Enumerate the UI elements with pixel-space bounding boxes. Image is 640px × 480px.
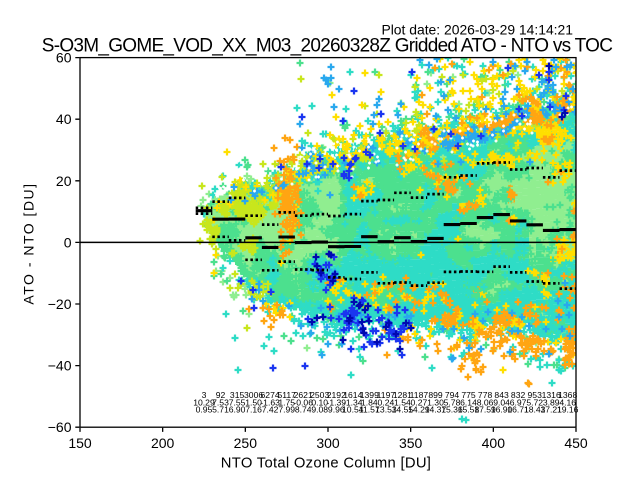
svg-text:7.16: 7.16 [245,405,262,415]
svg-text:9.96: 9.96 [328,405,345,415]
svg-text:−40: −40 [48,358,72,374]
svg-text:15.36: 15.36 [441,405,463,415]
svg-text:3006: 3006 [244,390,263,400]
svg-text:5.72: 5.72 [526,397,543,407]
svg-text:Plot date: 2026-03-29 14:14:21: Plot date: 2026-03-29 14:14:21 [381,22,573,38]
svg-text:NTO Total Ozone Column [DU]: NTO Total Ozone Column [DU] [221,456,431,472]
svg-text:13.53: 13.53 [375,405,397,415]
svg-text:6.90: 6.90 [229,405,246,415]
svg-text:3.89: 3.89 [543,397,560,407]
svg-text:7.42: 7.42 [262,405,279,415]
svg-text:18.43: 18.43 [524,405,546,415]
svg-text:-0.06: -0.06 [293,397,313,407]
svg-text:-1.34: -1.34 [343,397,363,407]
svg-text:953: 953 [528,390,543,400]
svg-text:0: 0 [64,234,72,250]
svg-text:−60: −60 [48,419,72,435]
svg-text:60: 60 [56,50,72,66]
svg-text:−20: −20 [48,296,72,312]
svg-text:1316: 1316 [542,390,561,400]
svg-text:1614: 1614 [343,390,362,400]
svg-text:832: 832 [511,390,526,400]
svg-text:8.06: 8.06 [477,397,494,407]
svg-text:843: 843 [494,390,509,400]
svg-text:2621: 2621 [294,390,313,400]
svg-text:794: 794 [445,390,460,400]
svg-text:300: 300 [316,435,340,451]
svg-text:1.30: 1.30 [427,397,444,407]
svg-text:92: 92 [216,390,226,400]
svg-text:2503: 2503 [310,390,329,400]
svg-text:40: 40 [56,111,72,127]
svg-text:17.21: 17.21 [540,405,562,415]
svg-text:1368: 1368 [558,390,577,400]
svg-text:5117: 5117 [277,390,296,400]
svg-text:1.54: 1.54 [394,397,411,407]
svg-text:899: 899 [428,390,443,400]
svg-text:14.29: 14.29 [408,405,430,415]
svg-text:14.55: 14.55 [392,405,414,415]
svg-text:17.59: 17.59 [474,405,496,415]
svg-text:7.53: 7.53 [212,397,229,407]
svg-text:1281: 1281 [393,390,412,400]
svg-text:778: 778 [478,390,493,400]
svg-text:1.50: 1.50 [245,397,262,407]
svg-text:ATO - NTO [DU]: ATO - NTO [DU] [21,182,37,304]
svg-text:6.97: 6.97 [510,397,527,407]
svg-text:4.16: 4.16 [559,397,576,407]
svg-text:1.84: 1.84 [361,397,378,407]
svg-text:20: 20 [56,173,72,189]
svg-text:775: 775 [461,390,476,400]
svg-text:-1.63: -1.63 [260,397,280,407]
svg-text:0.95: 0.95 [196,405,213,415]
svg-text:7.55: 7.55 [229,397,246,407]
svg-text:16.90: 16.90 [491,405,513,415]
svg-text:450: 450 [564,435,588,451]
svg-text:400: 400 [482,435,506,451]
svg-text:2192: 2192 [327,390,346,400]
svg-text:10.29: 10.29 [193,397,215,407]
svg-text:9.04: 9.04 [493,397,510,407]
svg-text:250: 250 [234,435,258,451]
svg-text:1.75: 1.75 [278,397,295,407]
svg-text:5.71: 5.71 [212,405,229,415]
svg-text:150: 150 [68,435,92,451]
svg-text:15.58: 15.58 [458,405,480,415]
svg-text:6274: 6274 [261,390,280,400]
svg-text:16.71: 16.71 [507,405,529,415]
svg-text:3: 3 [202,390,207,400]
svg-text:0.24: 0.24 [378,397,395,407]
svg-text:1187: 1187 [410,390,429,400]
svg-text:11.57: 11.57 [359,405,380,415]
svg-text:6.14: 6.14 [460,397,477,407]
svg-text:10.54: 10.54 [342,405,364,415]
svg-text:5.78: 5.78 [444,397,461,407]
svg-text:14.37: 14.37 [425,405,447,415]
svg-text:200: 200 [151,435,175,451]
svg-text:1197: 1197 [377,390,396,400]
svg-text:-1.39: -1.39 [327,397,347,407]
svg-text:0.10: 0.10 [311,397,328,407]
svg-text:0.27: 0.27 [411,397,428,407]
svg-text:8.74: 8.74 [295,405,312,415]
svg-text:9.08: 9.08 [311,405,328,415]
svg-text:1399: 1399 [360,390,379,400]
svg-text:19.16: 19.16 [557,405,579,415]
svg-text:315: 315 [230,390,245,400]
svg-text:7.99: 7.99 [278,405,295,415]
svg-text:S-O3M_GOME_VOD_XX_M03_20260328: S-O3M_GOME_VOD_XX_M03_20260328Z Gridded … [42,36,612,57]
svg-text:350: 350 [399,435,423,451]
